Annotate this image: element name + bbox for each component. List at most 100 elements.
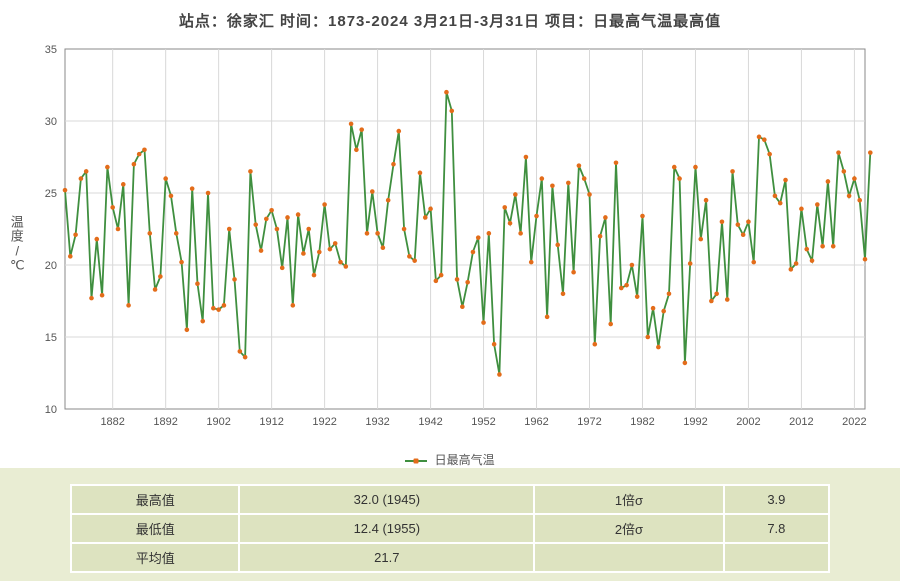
data-point	[598, 234, 603, 239]
data-point	[593, 342, 598, 347]
data-point	[365, 231, 370, 236]
stats-row: 最高值32.0 (1945)1倍σ3.9	[71, 485, 829, 514]
data-point	[317, 250, 322, 255]
data-point	[831, 244, 836, 249]
data-point	[587, 192, 592, 197]
x-tick-label: 1962	[524, 416, 548, 428]
data-point	[423, 215, 428, 220]
data-point	[540, 176, 545, 181]
stats-sigma-label: 2倍σ	[534, 514, 724, 543]
data-point	[291, 303, 296, 308]
x-tick-label: 1972	[577, 416, 601, 428]
chart-area: 温度/℃ 10152025303518821892190219121922193…	[20, 39, 880, 449]
data-point	[68, 254, 73, 259]
data-point	[693, 165, 698, 170]
data-point	[810, 258, 815, 263]
data-point	[736, 222, 741, 227]
data-point	[428, 207, 433, 212]
data-point	[820, 244, 825, 249]
data-point	[444, 90, 449, 95]
data-point	[571, 270, 576, 275]
data-point	[773, 194, 778, 199]
data-point	[84, 169, 89, 174]
data-point	[698, 237, 703, 242]
data-point	[508, 221, 513, 226]
chart-title: 站点：徐家汇 时间：1873-2024 3月21日-3月31日 项目：日最高气温…	[0, 0, 900, 31]
data-point	[767, 152, 772, 157]
x-tick-label: 1952	[471, 416, 495, 428]
data-point	[789, 267, 794, 272]
data-point	[306, 227, 311, 232]
y-axis-label-char: 度	[10, 230, 25, 244]
data-point	[338, 260, 343, 265]
data-point	[836, 150, 841, 155]
data-point	[661, 309, 666, 314]
data-point	[211, 306, 216, 311]
data-point	[285, 215, 290, 220]
data-point	[79, 176, 84, 181]
data-point	[714, 292, 719, 297]
data-point	[126, 303, 131, 308]
data-point	[799, 207, 804, 212]
data-point	[216, 307, 221, 312]
data-point	[667, 292, 672, 297]
data-point	[550, 184, 555, 189]
data-point	[200, 319, 205, 324]
data-point	[301, 251, 306, 256]
data-point	[110, 205, 115, 210]
data-point	[704, 198, 709, 203]
data-point	[375, 231, 380, 236]
data-point	[614, 160, 619, 165]
data-point	[343, 264, 348, 269]
data-point	[481, 320, 486, 325]
data-point	[746, 220, 751, 225]
data-point	[259, 248, 264, 253]
data-point	[434, 279, 439, 284]
data-point	[656, 345, 661, 350]
x-tick-label: 2012	[789, 416, 813, 428]
data-point	[94, 237, 99, 242]
data-point	[370, 189, 375, 194]
data-point	[518, 231, 523, 236]
legend-marker	[405, 460, 427, 462]
data-point	[608, 322, 613, 327]
data-point	[232, 277, 237, 282]
data-point	[465, 280, 470, 285]
y-tick-label: 25	[45, 188, 57, 200]
data-point	[116, 227, 121, 232]
y-axis-label-char: /	[10, 244, 25, 258]
data-point	[857, 198, 862, 203]
data-point	[407, 254, 412, 259]
data-point	[264, 217, 269, 222]
data-point	[322, 202, 327, 207]
x-tick-label: 1982	[630, 416, 654, 428]
data-point	[688, 261, 693, 266]
data-point	[635, 294, 640, 299]
stats-table: 最高值32.0 (1945)1倍σ3.9最低值12.4 (1955)2倍σ7.8…	[70, 484, 830, 573]
legend: 日最高气温	[0, 451, 900, 468]
y-tick-label: 15	[45, 332, 57, 344]
data-point	[158, 274, 163, 279]
stats-label: 最高值	[71, 485, 239, 514]
data-point	[487, 231, 492, 236]
data-point	[142, 148, 147, 153]
data-point	[804, 247, 809, 252]
data-point	[222, 303, 227, 308]
x-tick-label: 2022	[842, 416, 866, 428]
y-axis-label-char: ℃	[10, 258, 25, 272]
data-point	[137, 152, 142, 157]
data-point	[391, 162, 396, 167]
data-point	[651, 306, 656, 311]
data-point	[672, 165, 677, 170]
data-point	[826, 179, 831, 184]
x-tick-label: 1882	[100, 416, 124, 428]
data-point	[243, 355, 248, 360]
data-point	[439, 273, 444, 278]
x-tick-label: 1992	[683, 416, 707, 428]
data-point	[566, 181, 571, 186]
data-point	[842, 169, 847, 174]
data-point	[725, 297, 730, 302]
data-point	[195, 281, 200, 286]
data-point	[328, 247, 333, 252]
data-point	[169, 194, 174, 199]
